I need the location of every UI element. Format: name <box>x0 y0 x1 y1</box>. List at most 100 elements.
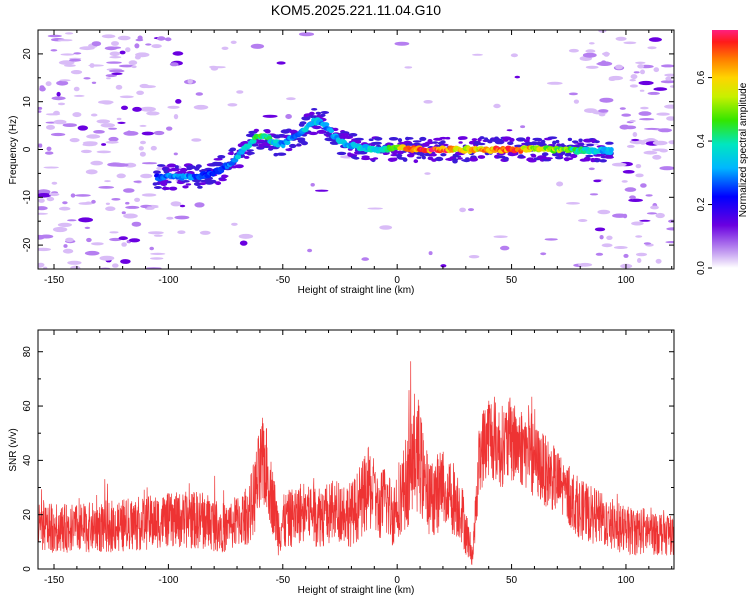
spectrogram-ridge-halo <box>246 151 255 155</box>
spectrogram-noise-blob <box>140 106 156 112</box>
spectrogram-noise-blob <box>86 134 101 139</box>
snr-x-tick-label: -100 <box>158 575 178 586</box>
spectrogram-noise-blob <box>424 172 431 175</box>
spectrogram-noise-blob <box>109 56 122 59</box>
spectrogram-noise-blob <box>83 77 91 80</box>
spectrogram-ridge-halo <box>296 143 302 147</box>
spectrogram-noise-blob <box>540 252 547 256</box>
spectrogram-noise-blob <box>221 46 229 50</box>
spectrogram-noise-blob <box>72 112 82 118</box>
spectrogram-noise-blob <box>598 30 607 33</box>
spectrogram-noise-blob <box>645 194 653 197</box>
spectrogram-noise-blob <box>105 202 110 205</box>
spectrogram-noise-blob <box>121 105 128 111</box>
spectrogram-noise-blob <box>629 119 636 123</box>
spectrogram-noise-blob <box>621 113 632 117</box>
spectrogram-noise-blob <box>59 79 71 82</box>
spectrogram-ridge-halo <box>419 152 425 157</box>
spectrogram-noise-blob <box>668 140 674 145</box>
spectrogram-noise-blob <box>46 146 52 151</box>
spectrogram-noise-blob <box>135 52 150 58</box>
spectrogram-noise-blob <box>612 213 627 218</box>
spectrogram-noise-blob <box>622 170 635 174</box>
spectrogram-noise-blob <box>652 154 662 160</box>
spectrogram-noise-blob <box>619 124 630 130</box>
spectrogram-ridge-halo <box>502 138 509 142</box>
spectrogram-ridge-halo <box>308 131 319 136</box>
spectrogram-ridge-halo <box>440 140 446 144</box>
spectrogram-ridge-halo <box>217 155 226 159</box>
spectrogram-noise-blob <box>49 192 60 197</box>
spectrogram-noise-blob <box>637 258 642 263</box>
spectrogram-ridge-halo <box>229 147 237 152</box>
spectrogram-noise-blob <box>175 99 182 104</box>
spectrogram-ridge-halo <box>457 136 468 140</box>
spectrogram-noise-blob <box>227 103 238 107</box>
spectrogram-y-tick-label: 0 <box>22 146 33 152</box>
spectrogram-noise-blob <box>64 64 76 67</box>
spectrogram-noise-blob <box>595 252 604 256</box>
spectrogram-noise-blob <box>50 49 58 52</box>
spectrogram-noise-blob <box>307 248 313 253</box>
spectrogram-ridge-halo <box>243 155 250 159</box>
spectrogram-noise-blob <box>597 209 611 215</box>
spectrogram-x-label: Height of straight line (km) <box>298 285 415 296</box>
spectrogram-noise-blob <box>109 231 119 234</box>
spectrogram-ridge-halo <box>531 154 537 158</box>
spectrogram-noise-blob <box>664 73 674 77</box>
spectrogram-noise-blob <box>640 106 649 110</box>
spectrogram-ridge-halo <box>477 155 486 159</box>
spectrogram-noise-blob <box>666 116 674 121</box>
spectrogram-ridge-halo <box>311 108 318 111</box>
spectrogram-noise-blob <box>123 213 138 219</box>
spectrogram-noise-blob <box>56 91 61 97</box>
spectrogram-noise-blob <box>79 46 95 51</box>
spectrogram-noise-blob <box>652 140 668 146</box>
spectrogram-noise-blob <box>172 51 184 56</box>
spectrogram-noise-blob <box>544 238 558 241</box>
spectrogram-ridge-halo <box>157 164 166 167</box>
spectrogram-ridge-halo <box>374 136 383 141</box>
spectrogram-noise-blob <box>629 84 639 88</box>
spectrogram-noise-blob <box>65 237 74 243</box>
spectrogram-noise-blob <box>582 52 597 58</box>
spectrogram-noise-blob <box>96 150 112 154</box>
spectrogram-noise-blob <box>626 144 635 148</box>
spectrogram-ridge-halo <box>299 121 307 125</box>
snr-y-tick-label: 0 <box>22 566 33 572</box>
spectrogram-noise-blob <box>285 114 292 119</box>
spectrogram-noise-blob <box>139 124 147 127</box>
spectrogram-noise-blob <box>648 37 662 42</box>
spectrogram-noise-blob <box>647 91 660 95</box>
spectrogram-ridge-halo <box>605 141 614 145</box>
spectrogram-noise-blob <box>139 83 150 89</box>
spectrogram-ridge-halo <box>552 140 557 145</box>
spectrogram-noise-blob <box>78 202 93 205</box>
spectrogram-noise-blob <box>86 237 92 243</box>
spectrogram-noise-blob <box>38 193 52 198</box>
spectrogram-ridge-halo <box>440 153 447 157</box>
spectrogram-x-tick-label: 0 <box>394 275 400 286</box>
spectrogram-noise-blob <box>588 42 595 45</box>
spectrogram-noise-blob <box>120 259 131 264</box>
spectrogram-ridge-halo <box>564 152 571 157</box>
spectrogram-noise-blob <box>262 114 278 118</box>
spectrogram-noise-blob <box>121 211 126 215</box>
spectrogram-noise-blob <box>106 61 122 64</box>
spectrogram-noise-blob <box>139 151 146 157</box>
spectrogram-ridge-halo <box>397 138 403 143</box>
spectrogram-noise-blob <box>73 94 85 97</box>
spectrogram-x-tick-label: -150 <box>44 275 64 286</box>
spectrogram-noise-blob <box>53 110 60 116</box>
spectrogram-noise-blob <box>631 221 644 226</box>
spectrogram-noise-blob <box>520 125 526 129</box>
spectrogram-noise-blob <box>177 230 186 234</box>
spectrogram-noise-blob <box>73 86 80 92</box>
spectrogram-y-label: Frequency (Hz) <box>8 116 19 185</box>
spectrogram-noise-blob <box>43 166 59 169</box>
spectrogram-ridge-halo <box>445 136 451 140</box>
spectrogram-ridge-halo <box>153 186 162 189</box>
spectrogram-noise-blob <box>128 60 138 66</box>
snr-x-tick-label: 0 <box>394 575 400 586</box>
spectrogram-ridge-halo <box>354 137 364 141</box>
